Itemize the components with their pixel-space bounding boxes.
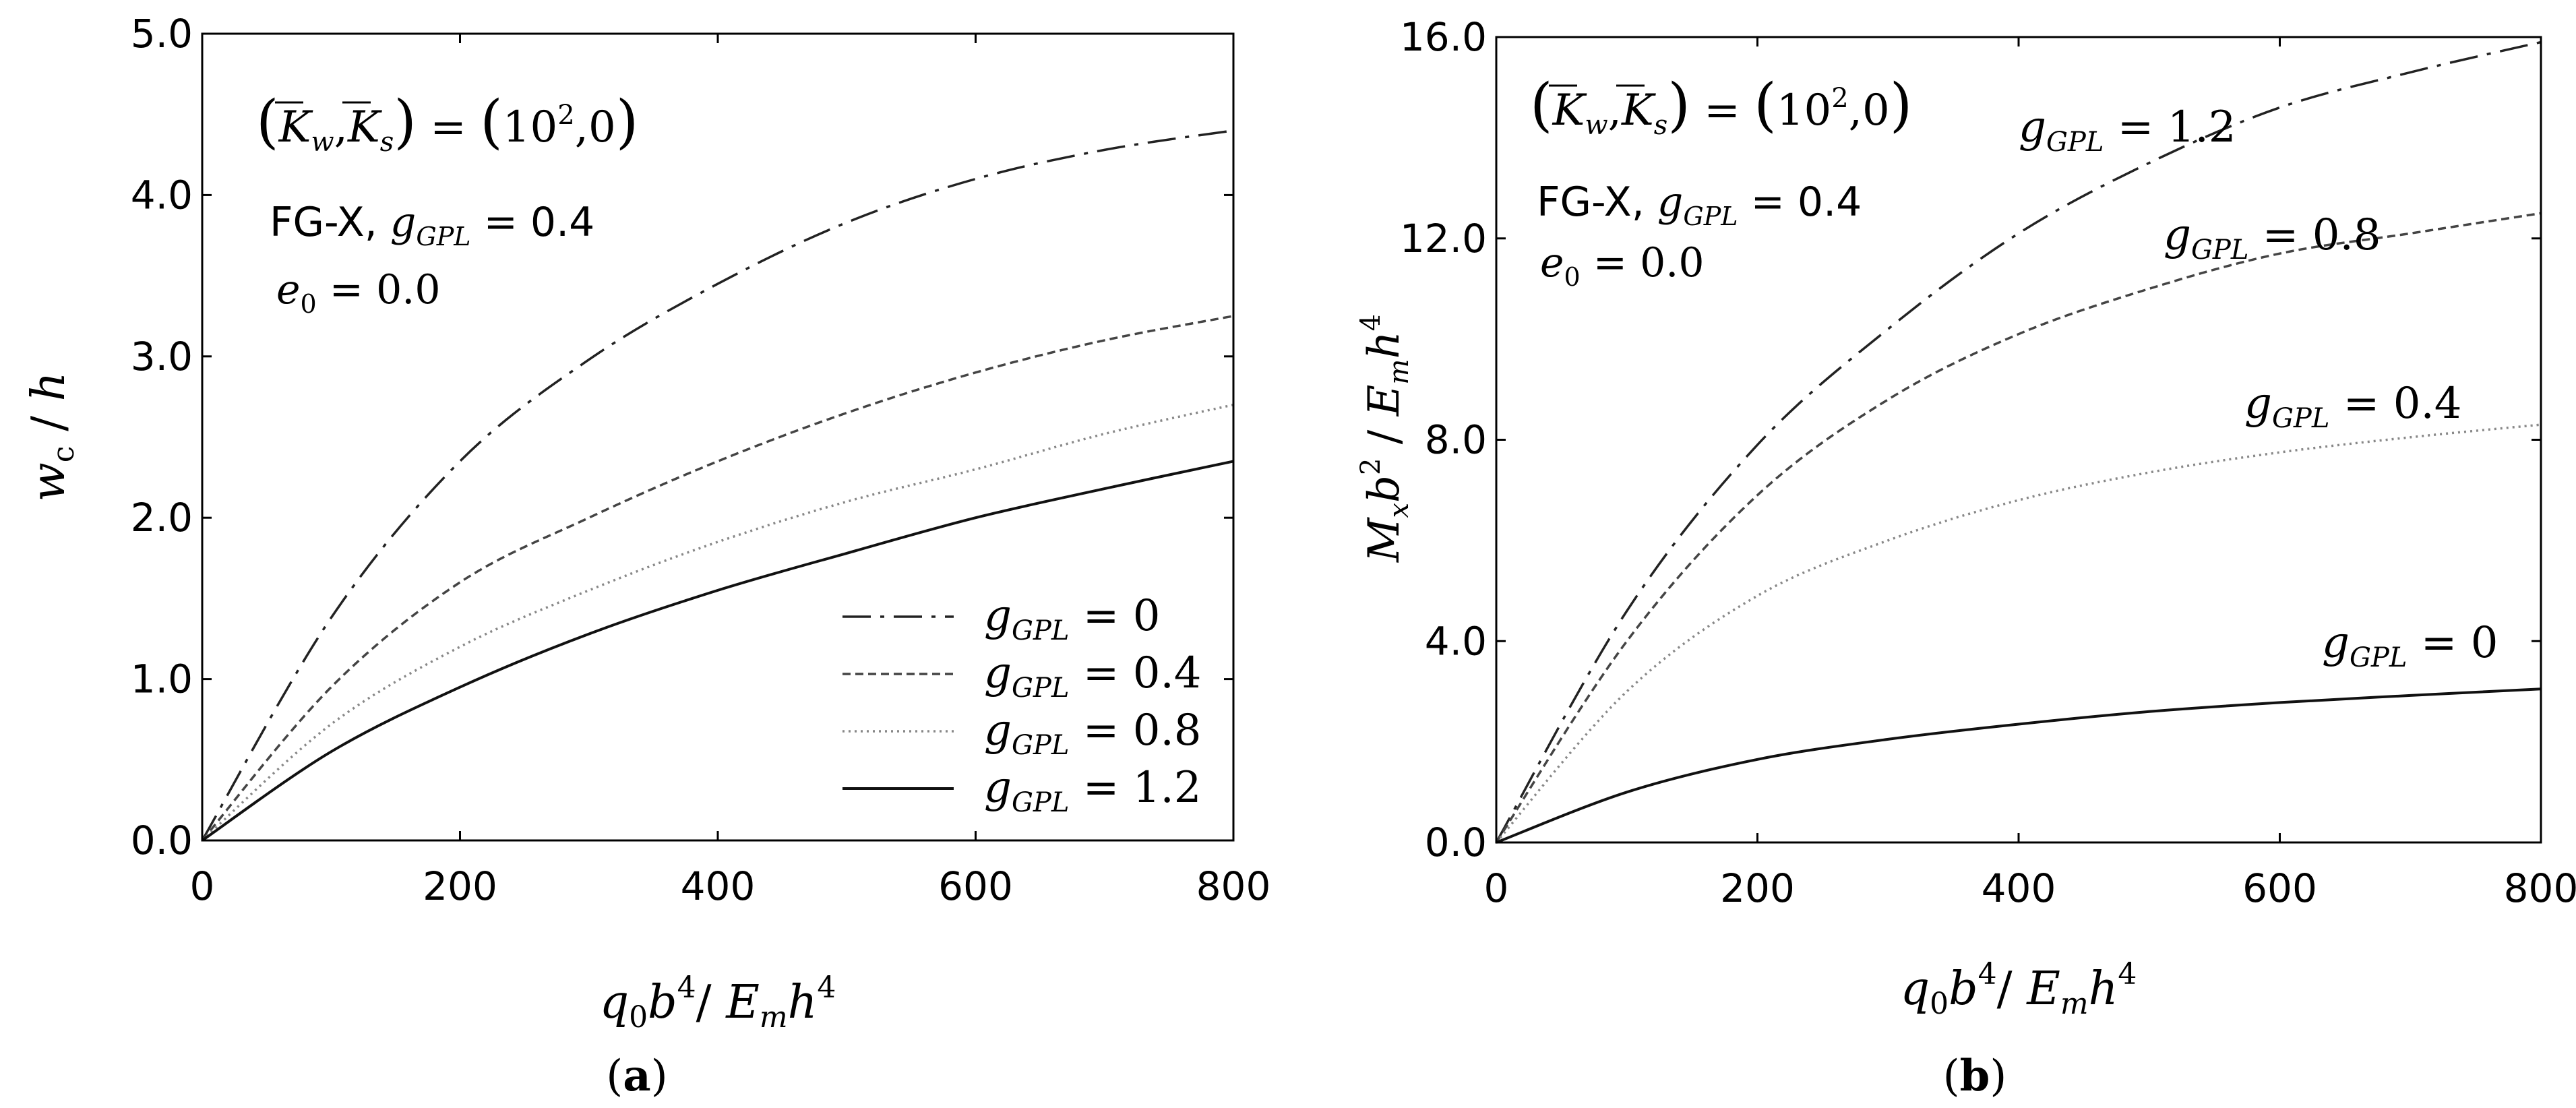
plot-area-a (201, 129, 1234, 842)
y-tick-label: 0.0 (1425, 820, 1487, 865)
curve-labels-b: gGPL = 1.2 gGPL = 0.8 gGPL = 0.4 gGPL = 0 (2019, 102, 2498, 673)
series-line-dashdot (201, 129, 1234, 841)
x-tick-label: 600 (2242, 865, 2317, 911)
x-axis-label-a: q0b4/ Emh4 (600, 971, 836, 1035)
series-line-solid (1496, 687, 2542, 844)
y-tick-label: 1.0 (131, 656, 193, 702)
annotation-foundation-a: (Kw,Ks) = (102,0) (256, 88, 638, 158)
annotation-pattern-a: FG-X, gGPL = 0.4 (270, 199, 594, 251)
legend-label: gGPL = 0 (984, 591, 1160, 646)
annotation-eccentricity-a: e0 = 0.0 (276, 266, 441, 319)
y-ticks-a: 0.0 1.0 2.0 3.0 4.0 5.0 (131, 11, 1233, 863)
y-tick-label: 5.0 (131, 11, 193, 57)
plot-frame-b (1495, 36, 2542, 844)
curve-label: gGPL = 0.8 (2164, 210, 2381, 266)
y-tick-label: 4.0 (1425, 618, 1487, 664)
x-tick-label: 400 (1982, 865, 2056, 911)
y-tick-label: 4.0 (131, 172, 193, 218)
series-line-solid (201, 460, 1234, 842)
series-line-dashed (1495, 212, 2542, 843)
legend-label: gGPL = 1.2 (984, 763, 1202, 818)
x-tick-label: 0 (190, 863, 215, 909)
series-group-b (1495, 40, 2542, 844)
series-line-dashed (201, 315, 1234, 842)
annotation-eccentricity-b: e0 = 0.0 (1540, 239, 1705, 292)
y-ticks-b: 0.0 4.0 8.0 12.0 16.0 (1400, 14, 2541, 865)
legend-label: gGPL = 0.4 (984, 648, 1202, 704)
panel-label-b: (b) (1943, 1051, 2007, 1101)
x-axis-label-b: q0b4/ Emh4 (1901, 957, 2137, 1021)
y-tick-label: 0.0 (131, 818, 193, 863)
chart-panel-a: 0.01.02.03.04.05.0 0 200 400 600 800 wc / h … (22, 11, 1270, 1101)
series-line-dotted (201, 403, 1234, 842)
curve-label: gGPL = 0.4 (2244, 379, 2462, 434)
annotation-foundation-b: (Kw,Ks) = (102,0) (1530, 71, 1912, 141)
series-line-dotted (1495, 423, 2542, 844)
y-tick-label: 3.0 (131, 334, 193, 379)
x-tick-label: 400 (681, 863, 756, 909)
y-axis-label-a: wc / h (22, 372, 81, 502)
y-tick-label: 2.0 (131, 495, 193, 541)
series-group-a (201, 129, 1234, 842)
y-axis-label-b: Mxb2 / Emh4 (1355, 314, 1415, 563)
x-ticks-a: 0 200 400 600 800 (190, 34, 1271, 909)
x-tick-label: 800 (1196, 863, 1271, 909)
y-tick-label: 12.0 (1400, 216, 1487, 261)
x-tick-label: 800 (2504, 865, 2576, 911)
annotation-pattern-b: FG-X, gGPL = 0.4 (1537, 179, 1862, 231)
panel-label-a: (a) (606, 1051, 667, 1101)
x-tick-label: 600 (938, 863, 1013, 909)
curve-label: gGPL = 0 (2322, 618, 2498, 673)
legend-label: gGPL = 0.8 (984, 706, 1202, 761)
chart-panel-b: 0.0 4.0 8.0 12.0 16.0 0 200 400 600 800 Mxb2 / E… (1355, 14, 2576, 1101)
x-tick-label: 200 (1720, 865, 1795, 911)
svg-text:(Kw,Ks) = (102,0): (Kw,Ks) = (102,0) (1530, 71, 1912, 141)
curve-label: gGPL = 1.2 (2019, 102, 2236, 158)
x-tick-label: 200 (423, 863, 497, 909)
series-line-dashdot (1495, 40, 2542, 843)
y-tick-label: 16.0 (1400, 14, 1487, 60)
y-tick-label: 8.0 (1425, 417, 1487, 463)
x-ticks-b: 0 200 400 600 800 (1484, 37, 2576, 911)
x-tick-label: 0 (1484, 865, 1509, 911)
svg-text:(Kw,Ks) = (102,0): (Kw,Ks) = (102,0) (256, 88, 638, 158)
